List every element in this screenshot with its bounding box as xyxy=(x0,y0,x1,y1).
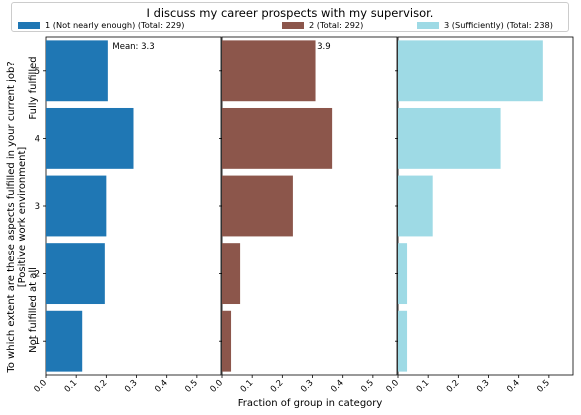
x-tick-label-s3-0: 0.0 xyxy=(384,378,401,395)
bar-s3-c2 xyxy=(398,243,408,305)
legend-swatch-2 xyxy=(282,21,304,29)
x-tick-label-s3-4: 0.4 xyxy=(505,378,522,395)
legend: I discuss my career prospects with my su… xyxy=(11,2,569,32)
y-tick-label-2: 2 xyxy=(35,270,40,280)
category-annotation-low: Not fulfilled at all xyxy=(28,267,39,353)
bar-s1-c5 xyxy=(46,40,108,102)
bar-s3-c4 xyxy=(398,107,501,169)
bar-s2-c4 xyxy=(222,107,333,169)
legend-label-1: 1 (Not nearly enough) (Total: 229) xyxy=(45,20,185,30)
bar-s2-c2 xyxy=(222,243,241,305)
y-tick-label-3: 3 xyxy=(35,202,40,212)
bar-s2-c1 xyxy=(222,310,232,372)
x-tick-label-s3-5: 0.5 xyxy=(535,378,552,395)
x-tick-label-s1-0: 0.0 xyxy=(32,378,49,395)
x-tick-label-s2-5: 0.5 xyxy=(359,378,376,395)
bar-s3-c5 xyxy=(398,40,543,102)
x-tick-label-s2-3: 0.3 xyxy=(299,378,316,395)
legend-swatch-1 xyxy=(18,21,40,29)
y-axis-label-line-1: To which extent are these aspects fulfil… xyxy=(6,61,17,373)
mean-label-1: Mean: 3.3 xyxy=(112,42,154,52)
legend-label-2: 2 (Total: 292) xyxy=(309,20,364,30)
x-tick-label-s2-2: 0.2 xyxy=(269,378,286,395)
legend-entry-2: 2 (Total: 292) xyxy=(282,20,363,30)
bar-s1-c4 xyxy=(46,107,134,169)
bar-s2-c5 xyxy=(222,40,316,102)
bar-s1-c3 xyxy=(46,175,107,237)
x-tick-label-s1-4: 0.4 xyxy=(153,378,170,395)
bar-s1-c1 xyxy=(46,310,83,372)
x-tick-label-s2-0: 0.0 xyxy=(208,378,225,395)
x-tick-label-s1-2: 0.2 xyxy=(93,378,110,395)
x-tick-label-s2-1: 0.1 xyxy=(239,378,256,395)
y-tick-label-1: 1 xyxy=(35,337,40,347)
legend-entry-3: 3 (Sufficiently) (Total: 238) xyxy=(417,20,553,30)
legend-swatch-3 xyxy=(417,21,439,29)
category-annotation-high: Fully fulfilled xyxy=(28,56,39,119)
legend-label-3: 3 (Sufficiently) (Total: 238) xyxy=(444,20,553,30)
bar-s3-c1 xyxy=(398,310,408,372)
x-tick-label-s3-2: 0.2 xyxy=(445,378,462,395)
x-tick-label-s3-3: 0.3 xyxy=(475,378,492,395)
bar-s2-c3 xyxy=(222,175,293,237)
bar-s3-c3 xyxy=(398,175,433,237)
x-axis-label: Fraction of group in category xyxy=(238,398,383,409)
x-tick-label-s2-4: 0.4 xyxy=(329,378,346,395)
y-tick-label-5: 5 xyxy=(35,67,40,77)
x-tick-label-s3-1: 0.1 xyxy=(415,378,432,395)
y-tick-label-4: 4 xyxy=(35,134,40,144)
y-axis-label-line-2: [Positive work environment] xyxy=(17,147,28,288)
x-tick-label-s1-5: 0.5 xyxy=(183,378,200,395)
legend-entry-1: 1 (Not nearly enough) (Total: 229) xyxy=(18,20,184,30)
bar-s1-c2 xyxy=(46,243,105,305)
legend-title: I discuss my career prospects with my su… xyxy=(146,6,434,20)
x-tick-label-s1-3: 0.3 xyxy=(123,378,140,395)
x-tick-label-s1-1: 0.1 xyxy=(63,378,80,395)
